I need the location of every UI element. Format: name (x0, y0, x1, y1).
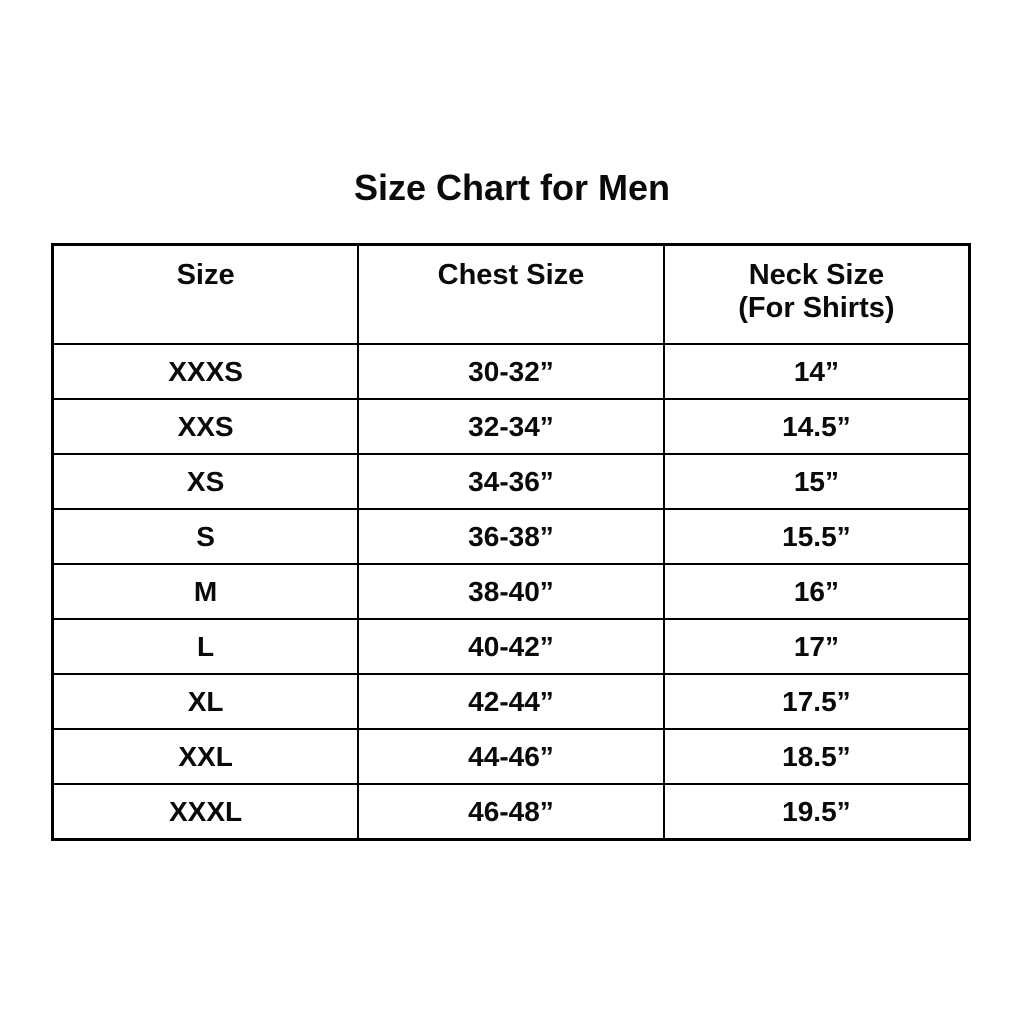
table-row: L 40-42” 17” (51, 618, 971, 675)
table-row: XS 34-36” 15” (51, 453, 971, 510)
column-header-neck-line2: (For Shirts) (738, 292, 895, 324)
column-header-chest: Chest Size (357, 243, 665, 345)
cell-chest: 38-40” (357, 563, 665, 620)
cell-neck: 17” (662, 618, 971, 675)
cell-size: S (51, 508, 360, 565)
cell-neck: 19.5” (662, 783, 971, 841)
cell-neck: 14” (662, 343, 971, 400)
cell-size: L (51, 618, 360, 675)
cell-size: M (51, 563, 360, 620)
cell-size: XXS (51, 398, 360, 455)
table-header-row: Size Chest Size Neck Size (For Shirts) (51, 243, 971, 345)
table-row: XXXS 30-32” 14” (51, 343, 971, 400)
cell-size: XXL (51, 728, 360, 785)
table-row: S 36-38” 15.5” (51, 508, 971, 565)
cell-chest: 42-44” (357, 673, 665, 730)
cell-chest: 30-32” (357, 343, 665, 400)
cell-chest: 40-42” (357, 618, 665, 675)
cell-chest: 44-46” (357, 728, 665, 785)
page-title: Size Chart for Men (353, 167, 671, 208)
cell-neck: 15.5” (662, 508, 971, 565)
table-row: XL 42-44” 17.5” (51, 673, 971, 730)
column-header-neck: Neck Size (For Shirts) (662, 243, 971, 345)
cell-chest: 32-34” (357, 398, 665, 455)
column-header-neck-line1: Neck Size (748, 259, 885, 291)
cell-chest: 34-36” (357, 453, 665, 510)
column-header-size: Size (51, 243, 360, 345)
table-row: XXXL 46-48” 19.5” (51, 783, 971, 841)
cell-neck: 18.5” (662, 728, 971, 785)
table-row: XXL 44-46” 18.5” (51, 728, 971, 785)
cell-chest: 36-38” (357, 508, 665, 565)
cell-neck: 14.5” (662, 398, 971, 455)
cell-neck: 16” (662, 563, 971, 620)
cell-chest: 46-48” (357, 783, 665, 841)
table-row: M 38-40” 16” (51, 563, 971, 620)
cell-size: XL (51, 673, 360, 730)
table-row: XXS 32-34” 14.5” (51, 398, 971, 455)
cell-size: XS (51, 453, 360, 510)
cell-neck: 15” (662, 453, 971, 510)
size-chart-table: Size Chest Size Neck Size (For Shirts) X… (51, 243, 971, 841)
cell-size: XXXL (51, 783, 360, 841)
cell-size: XXXS (51, 343, 360, 400)
cell-neck: 17.5” (662, 673, 971, 730)
